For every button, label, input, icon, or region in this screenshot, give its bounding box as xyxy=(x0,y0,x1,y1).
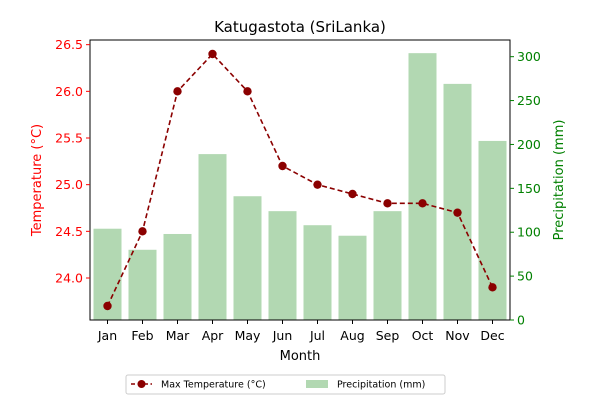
temperature-point-jan xyxy=(103,301,112,311)
right-axis-label: Precipitation (mm) xyxy=(552,120,567,241)
right-axis-tick-label: 200 xyxy=(517,137,541,152)
right-axis-tick-label: 250 xyxy=(517,93,541,108)
temperature-point-feb xyxy=(138,227,147,236)
temperature-point-aug xyxy=(348,189,357,199)
legend-label-temperature: Max Temperature (°C) xyxy=(161,380,266,391)
left-axis-tick-label: 26.0 xyxy=(55,84,83,99)
x-axis-tick-label: Aug xyxy=(340,328,364,343)
left-axis-tick-label: 24.5 xyxy=(55,224,83,239)
temperature-point-nov xyxy=(453,208,462,217)
temperature-series-line xyxy=(106,52,494,307)
x-axis-tick-label: Jun xyxy=(272,328,293,343)
x-axis-tick-label: Sep xyxy=(376,328,400,343)
precipitation-bar-jul xyxy=(303,225,332,320)
precipitation-bar-dec xyxy=(478,140,507,320)
temperature-point-jun xyxy=(278,161,287,171)
legend-label-precipitation: Precipitation (mm) xyxy=(337,380,425,391)
temperature-point-oct xyxy=(418,199,427,208)
precipitation-bar-jun xyxy=(268,211,297,320)
legend-bar-swatch xyxy=(306,380,328,388)
x-axis-tick-label: Jan xyxy=(97,328,117,343)
precipitation-bar-may xyxy=(233,196,262,320)
right-axis-tick-label: 150 xyxy=(517,181,541,196)
precipitation-bar-mar xyxy=(163,233,192,320)
chart-title: Katugastota (SriLanka) xyxy=(214,18,386,36)
temperature-point-mar xyxy=(173,87,182,96)
precipitation-bar-sep xyxy=(373,211,402,320)
x-axis-tick-label: Feb xyxy=(131,328,153,343)
legend: Max Temperature (°C) Precipitation (mm) xyxy=(125,374,446,395)
precipitation-bar-nov xyxy=(443,83,472,320)
x-axis-tick-label: Jul xyxy=(309,328,325,343)
precipitation-bar-oct xyxy=(408,53,437,321)
x-axis-tick-label: Dec xyxy=(480,328,504,343)
precipitation-bar-aug xyxy=(338,235,367,320)
legend-marker-swatch xyxy=(137,380,146,388)
right-axis-tick-label: 50 xyxy=(517,269,533,284)
left-axis-label: Temperature (°C) xyxy=(30,124,45,237)
legend-box xyxy=(125,374,446,395)
temperature-point-jul xyxy=(313,180,322,189)
x-axis-tick-label: May xyxy=(235,328,261,343)
precipitation-bar-feb xyxy=(128,249,157,320)
plot-frame xyxy=(89,39,511,321)
left-axis-tick-label: 24.0 xyxy=(55,271,83,286)
temperature-point-apr xyxy=(208,49,217,59)
left-axis-tick-label: 26.5 xyxy=(55,37,83,52)
x-axis-tick-label: Oct xyxy=(412,328,434,343)
temperature-point-dec xyxy=(488,283,497,292)
x-axis-tick-label: Apr xyxy=(202,328,224,343)
x-axis-tick-label: Nov xyxy=(445,328,470,343)
precipitation-bar-apr xyxy=(198,154,227,320)
temperature-line xyxy=(103,49,497,311)
axes: 24.0 24.5 25.0 25.5 26.0 26.5 0 50 100 150 200 250 3… xyxy=(55,37,541,343)
left-axis-tick-label: 25.5 xyxy=(55,131,83,146)
right-axis-tick-label: 100 xyxy=(517,225,541,240)
left-axis-tick-label: 25.0 xyxy=(55,177,83,192)
temperature-point-sep xyxy=(383,199,392,208)
precipitation-bars xyxy=(93,53,507,321)
x-axis-tick-label: Mar xyxy=(166,328,190,343)
right-axis-tick-label: 0 xyxy=(517,313,525,328)
x-axis-label: Month xyxy=(280,349,321,364)
right-axis-tick-label: 300 xyxy=(517,49,541,64)
temperature-point-may xyxy=(243,87,252,96)
